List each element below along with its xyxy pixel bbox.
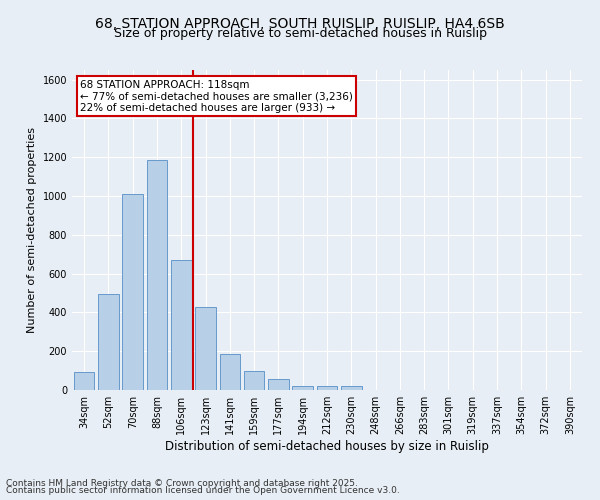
Bar — [317, 386, 337, 390]
Bar — [268, 379, 289, 390]
Text: Size of property relative to semi-detached houses in Ruislip: Size of property relative to semi-detach… — [113, 28, 487, 40]
Bar — [341, 386, 362, 390]
Text: Contains public sector information licensed under the Open Government Licence v3: Contains public sector information licen… — [6, 486, 400, 495]
Bar — [74, 372, 94, 390]
Bar — [292, 386, 313, 390]
Text: 68 STATION APPROACH: 118sqm
← 77% of semi-detached houses are smaller (3,236)
22: 68 STATION APPROACH: 118sqm ← 77% of sem… — [80, 80, 353, 113]
Bar — [98, 294, 119, 390]
Bar — [146, 160, 167, 390]
Text: Contains HM Land Registry data © Crown copyright and database right 2025.: Contains HM Land Registry data © Crown c… — [6, 478, 358, 488]
Bar — [171, 260, 191, 390]
Bar — [122, 194, 143, 390]
Text: 68, STATION APPROACH, SOUTH RUISLIP, RUISLIP, HA4 6SB: 68, STATION APPROACH, SOUTH RUISLIP, RUI… — [95, 18, 505, 32]
Bar — [244, 370, 265, 390]
Bar — [195, 306, 216, 390]
Bar — [220, 354, 240, 390]
Y-axis label: Number of semi-detached properties: Number of semi-detached properties — [27, 127, 37, 333]
X-axis label: Distribution of semi-detached houses by size in Ruislip: Distribution of semi-detached houses by … — [165, 440, 489, 453]
